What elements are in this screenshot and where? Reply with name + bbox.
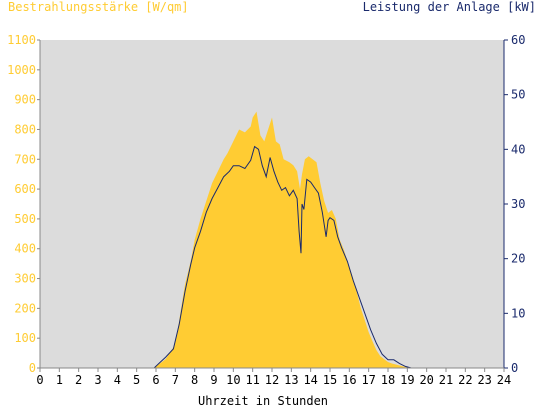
x-tick-label: 13 [284, 373, 298, 387]
x-tick-label: 6 [152, 373, 159, 387]
left-axis-title: Bestrahlungsstärke [W/qm] [8, 0, 189, 14]
power-layer [40, 145, 504, 369]
right-tick-label: 40 [511, 142, 525, 156]
irradiance-area [40, 111, 504, 368]
x-tick-label: 21 [439, 373, 453, 387]
left-tick-label: 200 [14, 301, 36, 315]
x-tick-label: 14 [303, 373, 317, 387]
x-tick-label: 17 [361, 373, 375, 387]
x-tick-label: 4 [114, 373, 121, 387]
irradiance-layer [40, 111, 504, 368]
x-tick-label: 22 [458, 373, 472, 387]
left-tick-label: 100 [14, 331, 36, 345]
x-tick-label: 3 [94, 373, 101, 387]
left-tick-label: 600 [14, 182, 36, 196]
left-tick-label: 800 [14, 122, 36, 136]
x-tick-label: 23 [477, 373, 491, 387]
x-tick-label: 7 [172, 373, 179, 387]
right-tick-label: 50 [511, 88, 525, 102]
right-tick-label: 30 [511, 197, 525, 211]
right-tick-label: 20 [511, 252, 525, 266]
x-tick-label: 15 [323, 373, 337, 387]
x-tick-label: 20 [419, 373, 433, 387]
left-tick-label: 700 [14, 152, 36, 166]
left-tick-label: 1000 [7, 63, 36, 77]
x-axis-ticks: 0 1 2 3 4 5 6 7 8 9 10 11 12 13 14 15 16 17 18 19 20 21 22 23 24 [36, 368, 511, 387]
left-tick-label: 300 [14, 272, 36, 286]
left-tick-label: 1100 [7, 33, 36, 47]
x-tick-label: 2 [75, 373, 82, 387]
right-tick-label: 60 [511, 33, 525, 47]
right-tick-label: 0 [511, 361, 518, 375]
x-tick-label: 24 [497, 373, 511, 387]
x-tick-label: 12 [265, 373, 279, 387]
x-tick-label: 11 [245, 373, 259, 387]
left-tick-label: 500 [14, 212, 36, 226]
x-tick-label: 5 [133, 373, 140, 387]
x-axis-label: Uhrzeit in Stunden [198, 394, 328, 408]
x-tick-label: 19 [400, 373, 414, 387]
x-tick-label: 10 [226, 373, 240, 387]
power-line [40, 145, 504, 369]
x-tick-label: 1 [56, 373, 63, 387]
x-tick-label: 9 [210, 373, 217, 387]
left-tick-label: 0 [29, 361, 36, 375]
x-tick-label: 18 [381, 373, 395, 387]
left-tick-label: 900 [14, 93, 36, 107]
right-axis-title: Leistung der Anlage [kW] [363, 0, 536, 14]
x-tick-label: 16 [342, 373, 356, 387]
left-axis-ticks: 0 100 200 300 400 500 600 700 800 900 1000 1100 [7, 33, 40, 375]
left-tick-label: 400 [14, 242, 36, 256]
right-tick-label: 10 [511, 306, 525, 320]
right-axis-ticks: 0 10 20 30 40 50 60 [504, 33, 525, 375]
x-tick-label: 8 [191, 373, 198, 387]
x-tick-label: 0 [36, 373, 43, 387]
